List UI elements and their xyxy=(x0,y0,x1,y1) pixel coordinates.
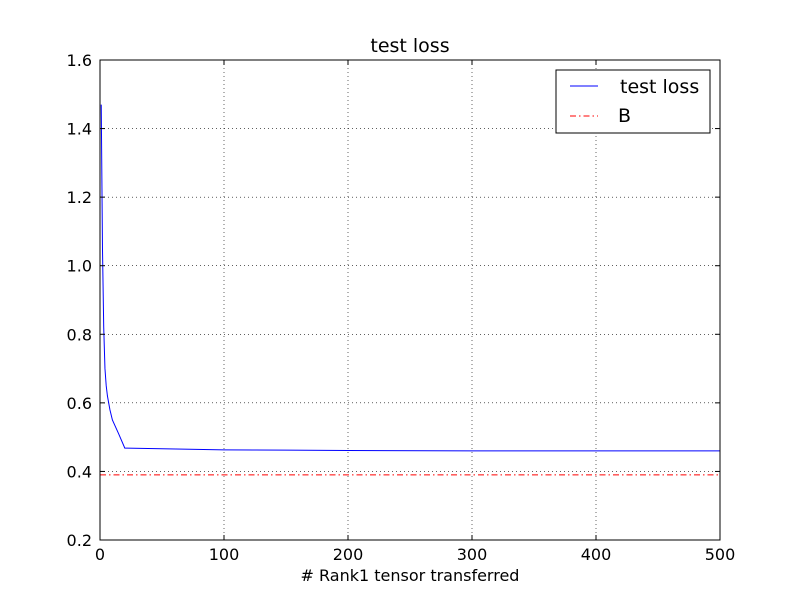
x-tick-labels: 0 100 200 300 400 500 xyxy=(95,545,735,564)
x-axis-label: # Rank1 tensor transferred xyxy=(301,566,520,585)
y-tick-label: 1.6 xyxy=(67,51,92,70)
y-tick-label: 0.8 xyxy=(67,325,92,344)
x-tick-label: 100 xyxy=(209,545,240,564)
chart-title: test loss xyxy=(370,35,449,57)
y-tick-label: 1.4 xyxy=(67,120,92,139)
y-tick-labels: 0.2 0.4 0.6 0.8 1.0 1.2 1.4 1.6 xyxy=(67,51,92,550)
legend-label-b: B xyxy=(618,105,631,127)
y-tick-label: 1.0 xyxy=(67,257,92,276)
x-tick-label: 400 xyxy=(581,545,612,564)
series-line-test-loss xyxy=(100,104,720,452)
x-tick-label: 0 xyxy=(95,545,105,564)
legend-box xyxy=(555,69,711,134)
y-tick-label: 0.4 xyxy=(67,462,92,481)
x-tick-label: 200 xyxy=(333,545,364,564)
legend: test loss B xyxy=(555,69,711,134)
x-tick-label: 300 xyxy=(457,545,488,564)
plot-frame xyxy=(99,59,721,541)
x-tick-label: 500 xyxy=(705,545,736,564)
y-tick-label: 0.6 xyxy=(67,394,92,413)
legend-label-test-loss: test loss xyxy=(620,76,699,98)
series-layer xyxy=(100,104,720,476)
y-tick-label: 1.2 xyxy=(67,188,92,207)
tick-marks xyxy=(99,59,721,541)
y-tick-label: 0.2 xyxy=(67,531,92,550)
